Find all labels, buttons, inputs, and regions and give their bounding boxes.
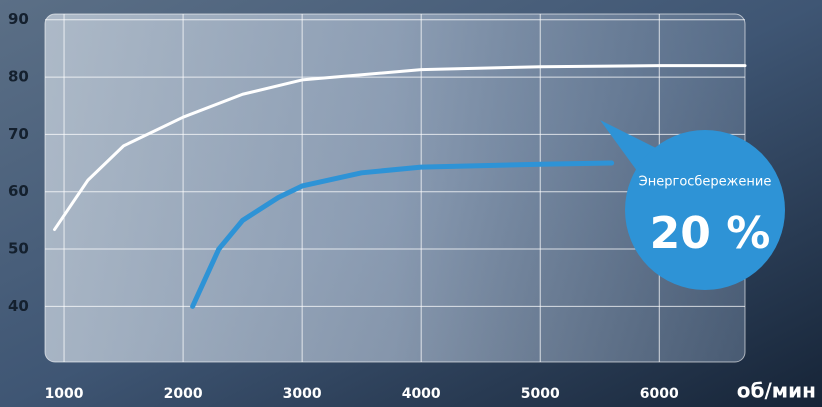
annotation-value: 20 % xyxy=(650,208,771,259)
lines xyxy=(53,64,747,309)
x-tick-label: 2000 xyxy=(164,386,203,402)
y-tick-label: 90 xyxy=(8,10,29,28)
annotation-label: Энергосбережение xyxy=(639,175,772,190)
x-unit-label: об/мин xyxy=(737,379,816,403)
annotation: Энергосбережение 20 % xyxy=(600,120,785,290)
y-tick-label: 60 xyxy=(8,182,29,200)
callout-bubble xyxy=(625,130,785,290)
x-tick-label: 5000 xyxy=(521,386,560,402)
y-tick-label: 40 xyxy=(8,297,29,315)
x-tick-label: 1000 xyxy=(45,386,84,402)
series-line xyxy=(190,160,615,309)
x-tick-label: 6000 xyxy=(640,386,679,402)
y-tick-label: 50 xyxy=(8,240,29,258)
x-tick-label: 4000 xyxy=(402,386,441,402)
y-tick-label: 70 xyxy=(8,125,29,143)
x-tick-label: 3000 xyxy=(283,386,322,402)
series-line xyxy=(53,64,747,232)
y-tick-label: 80 xyxy=(8,68,29,86)
